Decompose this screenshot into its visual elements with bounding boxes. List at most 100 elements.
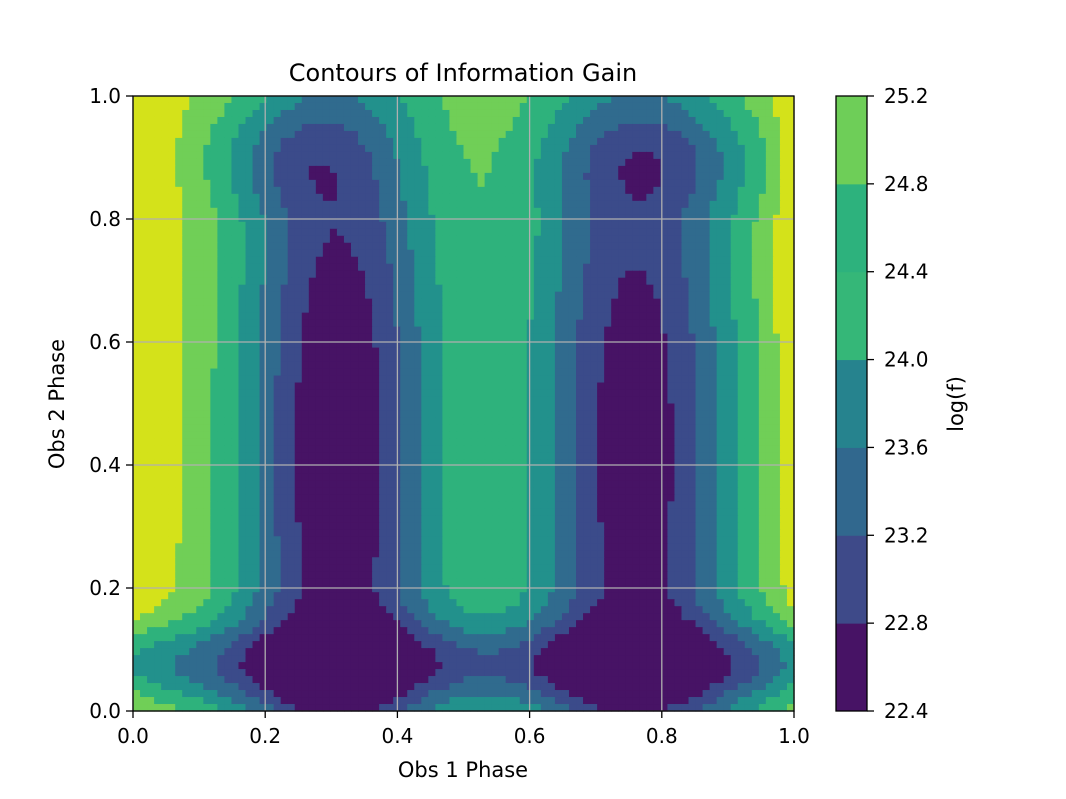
contour-cell	[189, 466, 197, 474]
contour-cell	[779, 361, 788, 370]
contour-cell	[189, 207, 197, 216]
contour-cell	[350, 179, 359, 188]
contour-cell	[322, 333, 331, 342]
contour-cell	[568, 172, 577, 181]
contour-cell	[604, 256, 612, 265]
contour-cell	[498, 291, 507, 300]
contour-cell	[210, 396, 218, 405]
contour-cell	[463, 256, 472, 265]
contour-cell	[547, 270, 556, 279]
contour-cell	[266, 445, 275, 454]
contour-cell	[491, 249, 500, 258]
contour-cell	[400, 221, 408, 230]
contour-cell	[245, 438, 254, 447]
contour-cell	[618, 438, 626, 447]
contour-cell	[196, 284, 204, 293]
contour-cell	[632, 200, 640, 209]
contour-cell	[772, 144, 781, 153]
contour-cell	[343, 207, 352, 216]
contour-cell	[168, 179, 176, 188]
contour-cell	[224, 333, 233, 342]
contour-cell	[189, 410, 197, 419]
contour-cell	[667, 417, 676, 426]
contour-cell	[526, 249, 535, 258]
contour-cell	[498, 403, 507, 412]
contour-cell	[322, 102, 331, 111]
contour-cell	[772, 130, 781, 139]
contour-cell	[350, 431, 359, 440]
contour-cell	[611, 291, 619, 300]
contour-cell	[583, 207, 591, 216]
contour-cell	[512, 445, 521, 454]
contour-cell	[674, 375, 683, 384]
contour-cell	[372, 459, 380, 467]
contour-cell	[702, 137, 711, 146]
contour-cell	[379, 389, 387, 398]
contour-cell	[350, 130, 359, 139]
contour-cell	[625, 256, 633, 265]
contour-cell	[336, 347, 345, 356]
contour-cell	[561, 277, 570, 286]
contour-cell	[667, 410, 676, 419]
contour-cell	[442, 375, 451, 384]
contour-cell	[681, 116, 690, 125]
contour-cell	[695, 417, 704, 426]
contour-cell	[217, 312, 226, 321]
contour-cell	[554, 291, 563, 300]
contour-cell	[526, 179, 535, 188]
contour-cell	[576, 459, 584, 467]
contour-cell	[505, 249, 514, 258]
contour-cell	[322, 396, 331, 405]
contour-cell	[590, 354, 598, 363]
contour-cell	[266, 179, 275, 188]
contour-cell	[407, 109, 415, 118]
contour-cell	[568, 221, 577, 230]
contour-cell	[329, 277, 338, 286]
contour-cell	[386, 151, 394, 160]
contour-cell	[779, 179, 788, 188]
contour-cell	[224, 431, 233, 440]
contour-cell	[224, 193, 233, 202]
contour-cell	[315, 347, 324, 356]
contour-cell	[632, 151, 640, 160]
contour-cell	[386, 445, 394, 454]
contour-cell	[154, 431, 162, 440]
contour-cell	[611, 123, 619, 132]
contour-cell	[224, 235, 233, 244]
contour-cell	[730, 277, 739, 286]
contour-cell	[674, 186, 683, 195]
contour-cell	[365, 109, 373, 118]
contour-cell	[336, 235, 345, 244]
contour-cell	[674, 361, 683, 370]
contour-cell	[667, 130, 676, 139]
contour-cell	[231, 312, 240, 321]
contour-cell	[477, 207, 486, 216]
contour-cell	[533, 452, 542, 461]
contour-cell	[358, 228, 366, 237]
contour-cell	[583, 137, 591, 146]
contour-cell	[365, 165, 373, 174]
contour-cell	[442, 396, 451, 405]
contour-cell	[568, 256, 577, 265]
contour-cell	[336, 277, 345, 286]
contour-cell	[597, 137, 605, 146]
contour-cell	[245, 137, 254, 146]
contour-cell	[604, 382, 612, 391]
contour-cell	[196, 137, 204, 146]
contour-cell	[674, 137, 683, 146]
contour-cell	[583, 158, 591, 167]
contour-cell	[484, 368, 493, 377]
contour-cell	[350, 228, 359, 237]
contour-cell	[210, 256, 218, 265]
contour-cell	[252, 424, 261, 433]
contour-cell	[140, 452, 148, 461]
contour-cell	[358, 144, 366, 153]
contour-cell	[294, 445, 303, 454]
contour-cell	[287, 452, 296, 461]
contour-cell	[519, 116, 528, 125]
contour-cell	[653, 221, 661, 230]
contour-cell	[435, 417, 443, 426]
contour-cell	[737, 305, 746, 314]
contour-cell	[576, 186, 584, 195]
contour-cell	[210, 445, 218, 454]
